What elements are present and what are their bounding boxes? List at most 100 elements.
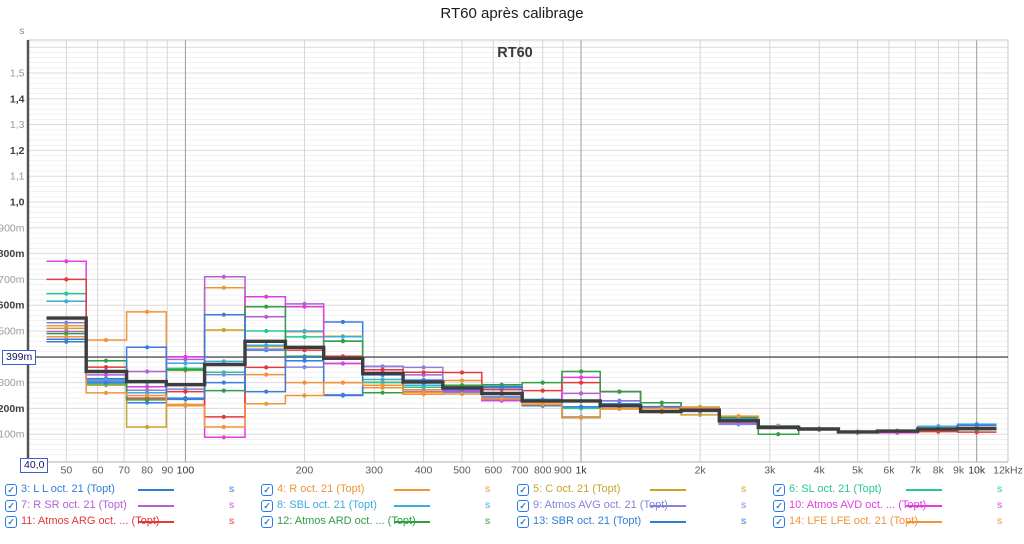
y-tick-label: 200m [0, 403, 25, 415]
legend-unit-label: s [741, 483, 747, 495]
legend-item-5-C[interactable]: ✓ 5: C oct. 21 (Topt) s [516, 482, 772, 498]
legend-color-line [138, 489, 174, 491]
chart-inner-title: RT60 [497, 45, 533, 61]
legend-item-8-SBL[interactable]: ✓ 8: SBL oct. 21 (Topt) s [260, 498, 516, 514]
legend-item-label: 7: R SR oct. 21 (Topt) [21, 499, 127, 511]
legend-item-label: 14: LFE LFE oct. 21 (Topt) [789, 515, 919, 527]
y-tick-label: 800m [0, 248, 25, 260]
legend-unit-label: s [485, 499, 491, 511]
y-tick-label: 700m [0, 274, 25, 286]
legend-item-label: 11: Atmos ARG oct. ... (Topt) [21, 515, 160, 527]
legend-item-14-LFE[interactable]: ✓ 14: LFE LFE oct. 21 (Topt) s [772, 514, 1024, 530]
legend-unit-label: s [485, 483, 491, 495]
x-tick-label: 7k [910, 465, 922, 477]
legend-item-label: 9: Atmos AVG oct. 21 (Topt) [533, 499, 668, 511]
y-tick-label: 1,1 [10, 171, 25, 183]
legend-item-label: 8: SBL oct. 21 (Topt) [277, 499, 377, 511]
checkbox-checked-icon[interactable]: ✓ [773, 500, 785, 512]
y-tick-label: 100m [0, 429, 25, 441]
legend-item-7-RSR[interactable]: ✓ 7: R SR oct. 21 (Topt) s [4, 498, 260, 514]
checkbox-checked-icon[interactable]: ✓ [517, 484, 529, 496]
chart-canvas: s 1,5 1,4 1,3 1,2 1,1 1,0 900m 800m 700m 600m 500m 3… [0, 25, 1023, 477]
y-tick-label: 1,0 [10, 197, 25, 209]
y-axis-unit: s [19, 25, 24, 37]
legend-unit-label: s [229, 483, 235, 495]
legend-item-label: 13: SBR oct. 21 (Topt) [533, 515, 642, 527]
legend-color-line [138, 505, 174, 507]
checkbox-checked-icon[interactable]: ✓ [261, 500, 273, 512]
legend-item-label: 4: R oct. 21 (Topt) [277, 483, 365, 495]
legend-color-line [394, 505, 430, 507]
x-tick-label: 9k [953, 465, 965, 477]
legend-color-line [138, 521, 174, 523]
legend-item-6-SL[interactable]: ✓ 6: SL oct. 21 (Topt) s [772, 482, 1024, 498]
plot-area[interactable] [28, 40, 1008, 462]
x-tick-label: 1k [576, 465, 588, 477]
legend-color-line [650, 521, 686, 523]
legend-color-line [906, 505, 942, 507]
x-tick-label: 400 [415, 465, 433, 477]
checkbox-checked-icon[interactable]: ✓ [5, 500, 17, 512]
legend-color-line [394, 521, 430, 523]
checkbox-checked-icon[interactable]: ✓ [773, 516, 785, 528]
checkbox-checked-icon[interactable]: ✓ [517, 500, 529, 512]
x-tick-label: 50 [60, 465, 72, 477]
legend-item-3-LL[interactable]: ✓ 3: L L oct. 21 (Topt) s [4, 482, 260, 498]
checkbox-checked-icon[interactable]: ✓ [773, 484, 785, 496]
legend-item-13-SBR[interactable]: ✓ 13: SBR oct. 21 (Topt) s [516, 514, 772, 530]
x-tick-label: 90 [161, 465, 173, 477]
x-tick-label: 900 [554, 465, 572, 477]
legend-unit-label: s [229, 499, 235, 511]
x-tick-label: 200 [296, 465, 314, 477]
x-tick-label: 10k [968, 465, 986, 477]
y-tick-label: 500m [0, 326, 25, 338]
checkbox-checked-icon[interactable]: ✓ [517, 516, 529, 528]
x-tick-label: 800 [534, 465, 552, 477]
x-tick-label: 5k [852, 465, 864, 477]
x-tick-label: 2k [695, 465, 707, 477]
cursor-y-readout: 399m [2, 350, 37, 365]
legend: ✓ 3: L L oct. 21 (Topt) s ✓ 4: R oct. 21 (To… [4, 482, 1024, 530]
x-tick-label: 6k [883, 465, 895, 477]
x-tick-label: 300 [365, 465, 383, 477]
x-tick-label: 700 [511, 465, 529, 477]
legend-item-11-ARG[interactable]: ✓ 11: Atmos ARG oct. ... (Topt) s [4, 514, 260, 530]
y-tick-label: 600m [0, 300, 25, 312]
x-tick-label: 3k [764, 465, 776, 477]
legend-unit-label: s [741, 515, 747, 527]
x-tick-label: 12kHz [993, 465, 1023, 477]
legend-color-line [650, 489, 686, 491]
y-tick-label: 1,4 [10, 93, 25, 105]
checkbox-checked-icon[interactable]: ✓ [261, 516, 273, 528]
legend-color-line [906, 521, 942, 523]
checkbox-checked-icon[interactable]: ✓ [261, 484, 273, 496]
legend-item-12-ARD[interactable]: ✓ 12: Atmos ARD oct. ... (Topt) s [260, 514, 516, 530]
y-tick-label: 1,2 [10, 145, 25, 157]
page-title: RT60 après calibrage [440, 5, 584, 22]
checkbox-checked-icon[interactable]: ✓ [5, 484, 17, 496]
rt60-chart: s 1,5 1,4 1,3 1,2 1,1 1,0 900m 800m 700m 600m 500m 3… [0, 25, 1023, 477]
legend-item-9-AVG[interactable]: ✓ 9: Atmos AVG oct. 21 (Topt) s [516, 498, 772, 514]
x-tick-label: 8k [933, 465, 945, 477]
y-tick-label: 1,3 [10, 119, 25, 131]
legend-item-4-R[interactable]: ✓ 4: R oct. 21 (Topt) s [260, 482, 516, 498]
x-tick-label: 70 [118, 465, 130, 477]
y-tick-label: 1,5 [10, 68, 25, 80]
legend-item-label: 5: C oct. 21 (Topt) [533, 483, 621, 495]
legend-unit-label: s [997, 483, 1003, 495]
checkbox-checked-icon[interactable]: ✓ [5, 516, 17, 528]
y-axis-labels: s 1,5 1,4 1,3 1,2 1,1 1,0 900m 800m 700m 600m 500m 3… [0, 25, 25, 441]
legend-item-label: 10: Atmos AVD oct. ... (Topt) [789, 499, 927, 511]
x-tick-label: 80 [141, 465, 153, 477]
legend-item-label: 6: SL oct. 21 (Topt) [789, 483, 882, 495]
legend-item-10-AVD[interactable]: ✓ 10: Atmos AVD oct. ... (Topt) s [772, 498, 1024, 514]
x-tick-label: 60 [92, 465, 104, 477]
x-axis-labels: 50 60 70 80 90 100 200 300 400 500 600 700 800 900 1k 2… [60, 465, 1022, 477]
legend-unit-label: s [997, 515, 1003, 527]
x-tick-label: 500 [453, 465, 471, 477]
x-tick-label: 100 [177, 465, 195, 477]
legend-item-label: 12: Atmos ARD oct. ... (Topt) [277, 515, 416, 527]
legend-unit-label: s [485, 515, 491, 527]
y-tick-label: 300m [0, 377, 25, 389]
legend-color-line [906, 489, 942, 491]
